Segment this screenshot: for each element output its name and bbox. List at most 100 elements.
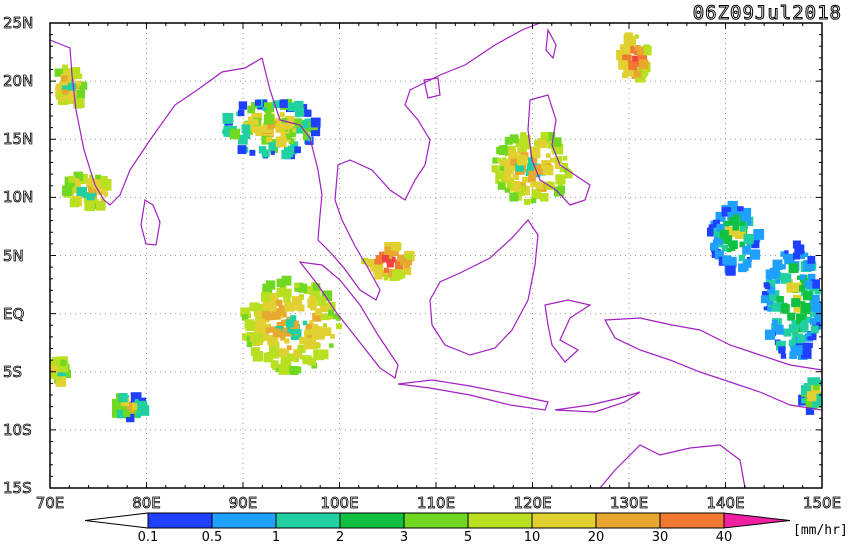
precip-cell <box>743 234 754 245</box>
precip-cell <box>94 199 99 204</box>
precip-cell <box>278 364 290 375</box>
precip-cell <box>100 197 105 202</box>
coast-taiwan <box>545 27 557 60</box>
lon-label: 100E <box>320 494 359 513</box>
precip-cell <box>738 254 746 262</box>
precip-cell <box>800 302 811 314</box>
precip-cell <box>760 295 769 304</box>
precip-cell <box>252 332 263 343</box>
precip-cell <box>811 393 822 405</box>
precip-cell <box>294 366 302 374</box>
precip-cell <box>559 166 566 173</box>
precip-cell <box>281 311 287 318</box>
precip-cell <box>289 365 299 375</box>
precip-cell <box>272 328 282 338</box>
precip-cell <box>336 316 341 321</box>
precip-cell <box>98 188 106 195</box>
precip-cell <box>274 308 283 316</box>
precip-cell <box>285 133 292 140</box>
precip-cell <box>284 338 290 344</box>
precip-cell <box>268 342 280 353</box>
lon-label: 130E <box>609 494 649 513</box>
precip-cell <box>281 149 291 160</box>
colorbar-high-arrow <box>723 512 791 529</box>
precip-cell <box>797 334 806 343</box>
precip-cell <box>783 328 792 337</box>
precip-cell <box>723 235 733 245</box>
precip-cell <box>622 54 631 64</box>
precip-cell <box>739 226 746 232</box>
precip-cell <box>719 229 729 240</box>
precip-cell <box>807 331 817 341</box>
precip-cell <box>281 275 292 286</box>
precip-cell <box>276 287 287 298</box>
coast-timor <box>554 391 641 413</box>
precip-cell <box>792 252 801 260</box>
precip-cell <box>499 166 505 171</box>
lon-label: 140E <box>706 494 745 513</box>
precip-cell <box>812 305 822 315</box>
precip-cell <box>721 244 729 252</box>
precip-cell <box>782 254 789 260</box>
colorbar-unit: [mm/hr] <box>793 523 848 538</box>
colorbar-tick-label: 30 <box>651 530 669 545</box>
precip-cell <box>776 295 784 304</box>
precip-cell <box>780 304 790 314</box>
colorbar-tick-label: 0.1 <box>137 530 159 545</box>
precip-cell <box>400 258 408 266</box>
precip-cell <box>623 67 632 76</box>
precip-cell <box>266 136 273 143</box>
precip-cell <box>555 174 566 185</box>
precip-cell <box>241 333 249 341</box>
precip-cell <box>297 344 306 353</box>
precip-cell <box>530 147 541 159</box>
precip-cell <box>512 173 520 181</box>
lon-label: 110E <box>416 494 456 513</box>
precip-cell <box>84 200 95 211</box>
colorbar-segment <box>339 512 405 529</box>
precip-cell <box>263 114 275 125</box>
precip-cell <box>126 405 135 414</box>
precip-cell <box>117 409 126 419</box>
precip-cell <box>810 279 820 289</box>
precip-cell <box>763 306 768 311</box>
precip-cell <box>252 351 264 362</box>
precip-cell <box>288 122 294 129</box>
precip-cell <box>103 192 109 197</box>
precip-cell <box>263 102 275 113</box>
lon-label: 80E <box>132 494 161 513</box>
precip-cell <box>268 142 277 151</box>
precip-cell <box>791 298 801 308</box>
precip-cell <box>281 117 288 124</box>
precip-cell <box>736 211 743 218</box>
coast-india <box>50 39 263 206</box>
precip-cell <box>727 211 733 218</box>
precip-cell <box>254 112 263 121</box>
precip-cell <box>504 187 511 193</box>
precip-cell <box>389 256 396 263</box>
precip-cell <box>275 123 286 133</box>
precip-cell <box>370 266 375 272</box>
precip-cell <box>813 380 818 386</box>
precip-cell <box>277 348 287 358</box>
precip-cell <box>57 376 62 381</box>
precip-cell <box>255 310 262 318</box>
precip-cell <box>286 150 294 158</box>
precip-cell <box>807 392 817 402</box>
precip-cell <box>273 340 279 346</box>
precip-cell <box>552 143 564 155</box>
coast-china <box>439 23 541 76</box>
precip-cell <box>261 135 271 145</box>
precip-cell <box>309 295 316 303</box>
precip-cell <box>68 175 76 183</box>
precip-cell <box>799 322 809 331</box>
precip-cell <box>329 343 334 348</box>
precip-cell <box>320 303 330 313</box>
colorbar-segment <box>275 512 341 529</box>
colorbar-segment <box>595 512 661 529</box>
precip-cell <box>788 263 799 274</box>
precip-cell <box>279 99 288 108</box>
precip-cell <box>557 180 564 186</box>
lat-label: 10S <box>3 420 32 439</box>
precip-cell <box>710 242 718 251</box>
